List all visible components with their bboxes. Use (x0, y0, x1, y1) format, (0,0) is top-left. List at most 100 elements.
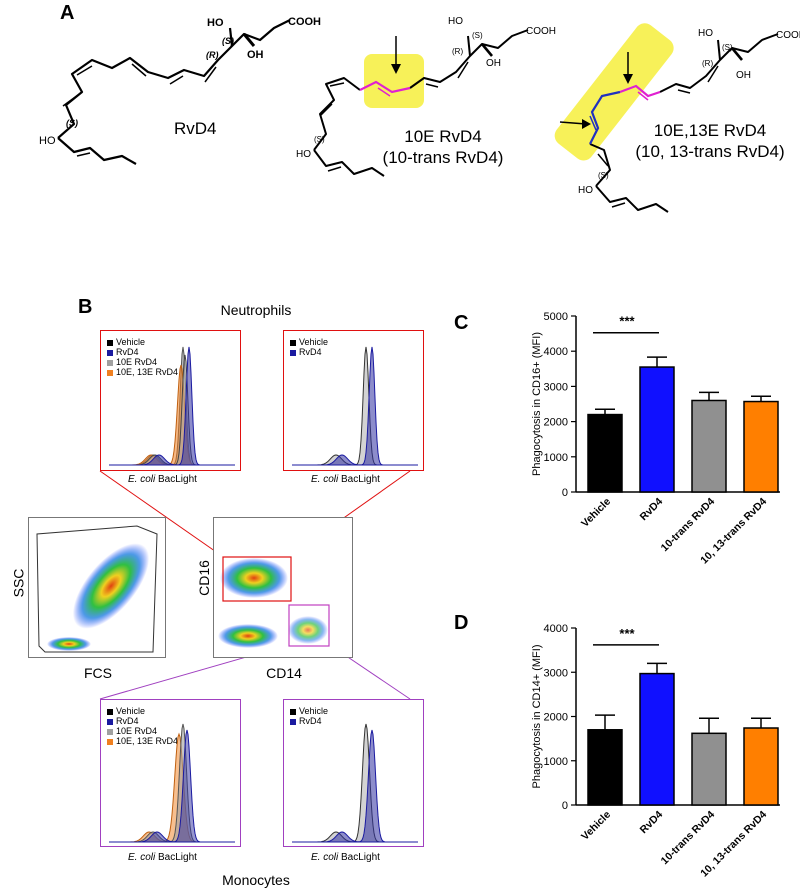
bar (639, 672, 675, 806)
panel-d-letter: D (454, 612, 469, 634)
rvd4-s2: (S) (222, 36, 234, 46)
y-axis-label: Phagocytosis in CD14+ (MFI) (531, 645, 543, 789)
histogram-plot (109, 723, 235, 843)
y-tick-label: 1000 (544, 756, 568, 768)
scatter-cd14-cd16 (213, 517, 353, 658)
trans10-ho2: HO (448, 16, 463, 27)
y-tick-label: 0 (562, 800, 568, 812)
trans10-cooh: COOH (526, 26, 556, 37)
bar (639, 366, 675, 493)
bar (587, 729, 623, 806)
histogram-plot (292, 723, 418, 843)
trans-bond-13e (589, 90, 621, 145)
x-tick-label: RvD4 (638, 809, 666, 837)
rvd4-oh: OH (247, 49, 264, 61)
arrow-13e (559, 121, 587, 125)
histogram-curve (109, 354, 235, 466)
trans1013-r: (R) (702, 59, 713, 68)
structure-10e-rvd4 (313, 29, 529, 177)
histogram-legend: Vehicle RvD4 10E RvD4 10E, 13E RvD4 (107, 706, 178, 746)
histogram-curve (109, 346, 235, 466)
neutrophil-histogram-rvd4: Vehicle RvD4 (283, 330, 424, 471)
histogram-legend: Vehicle RvD4 (290, 706, 328, 726)
x-tick-label: Vehicle (579, 809, 613, 843)
hist-xlabel: E. coli BacLight (128, 852, 197, 863)
histogram-legend: Vehicle RvD4 10E RvD4 10E, 13E RvD4 (107, 337, 178, 377)
trans-bond-10e-b (619, 84, 661, 98)
y-tick-label: 2000 (544, 417, 568, 429)
histogram-curve (109, 346, 235, 466)
y-tick-label: 3000 (544, 667, 568, 679)
trans-bond-10e (359, 80, 411, 94)
monocyte-histogram-rvd4: Vehicle RvD4 (283, 699, 424, 847)
histogram-plot (292, 346, 418, 466)
y-tick-label: 1000 (544, 452, 568, 464)
y-tick-label: 3000 (544, 381, 568, 393)
x-tick-label: 10-trans RvD4 (659, 496, 718, 555)
histogram-curve (292, 729, 418, 843)
rvd4-ho: HO (39, 135, 56, 147)
trans10-oh: OH (486, 58, 501, 69)
scatter2-ylabel: CD16 (195, 560, 212, 596)
trans10-ho: HO (296, 149, 311, 160)
hist-xlabel: E. coli BacLight (128, 474, 197, 485)
neutrophils-title: Neutrophils (220, 302, 292, 318)
trans1013-ho2: HO (698, 28, 713, 39)
scatter1-ylabel: SSC (10, 568, 27, 598)
scatter2-xlabel: CD14 (266, 665, 302, 681)
scatter-cd14-cd16-plot (218, 556, 330, 648)
compound-3-name: 10E,13E RvD4 (10, 13-trans RvD4) (635, 121, 785, 161)
bar (691, 732, 727, 806)
y-tick-label: 4000 (544, 346, 568, 358)
x-tick-label: 10-trans RvD4 (659, 809, 718, 868)
rvd4-ho2: HO (207, 17, 224, 29)
trans1013-oh: OH (736, 70, 751, 81)
bar (743, 400, 779, 493)
histogram-plot (109, 346, 235, 466)
trans1013-cooh: COOH (776, 30, 800, 41)
compound-2-name: 10E RvD4 (10-trans RvD4) (382, 127, 504, 167)
bar (587, 413, 623, 493)
histogram-curve (292, 346, 418, 466)
x-tick-label: Vehicle (579, 496, 613, 530)
panel-c-letter: C (454, 312, 469, 334)
trans10-r: (R) (452, 47, 463, 56)
highlight-box-10e (364, 54, 424, 108)
y-tick-label: 2000 (544, 712, 568, 724)
scatter1-xlabel: FCS (84, 665, 112, 681)
panel-a-letter: A (60, 2, 75, 24)
histogram-curve (109, 364, 235, 466)
bar (691, 399, 727, 493)
bar (743, 727, 779, 806)
structure-10e13e-rvd4 (589, 33, 779, 213)
histogram-curve (292, 346, 418, 466)
trans10-s2: (S) (472, 31, 483, 40)
monocytes-title: Monocytes (222, 872, 290, 888)
monocyte-histogram-all: Vehicle RvD4 10E RvD4 10E, 13E RvD4 (100, 699, 241, 847)
histogram-curve (109, 732, 235, 843)
x-tick-label: RvD4 (638, 496, 666, 524)
neutrophil-histogram-all: Vehicle RvD4 10E RvD4 10E, 13E RvD4 (100, 330, 241, 471)
significance-label: *** (619, 626, 635, 641)
histogram-legend: Vehicle RvD4 (290, 337, 328, 357)
scatter-fsc-ssc (28, 517, 166, 658)
rvd4-s1: (S) (66, 118, 78, 128)
hist-xlabel: E. coli BacLight (311, 852, 380, 863)
trans10-s1: (S) (314, 135, 325, 144)
trans1013-s1: (S) (598, 171, 609, 180)
panel-b-letter: B (78, 296, 93, 318)
significance-label: *** (619, 314, 635, 329)
histogram-curve (292, 723, 418, 843)
trans1013-ho: HO (578, 185, 593, 196)
hist-xlabel: E. coli BacLight (311, 474, 380, 485)
y-axis-label: Phagocytosis in CD16+ (MFI) (531, 332, 543, 476)
structure-rvd4 (57, 19, 291, 165)
scatter-fsc-ssc-plot (36, 525, 158, 653)
histogram-curve (109, 729, 235, 843)
trans1013-s2: (S) (722, 43, 733, 52)
panel-a-structures: HO (S) HO (S) (R) OH COOH HO (S) HO (S) … (39, 16, 800, 213)
y-tick-label: 0 (562, 487, 568, 499)
y-tick-label: 5000 (544, 311, 568, 323)
